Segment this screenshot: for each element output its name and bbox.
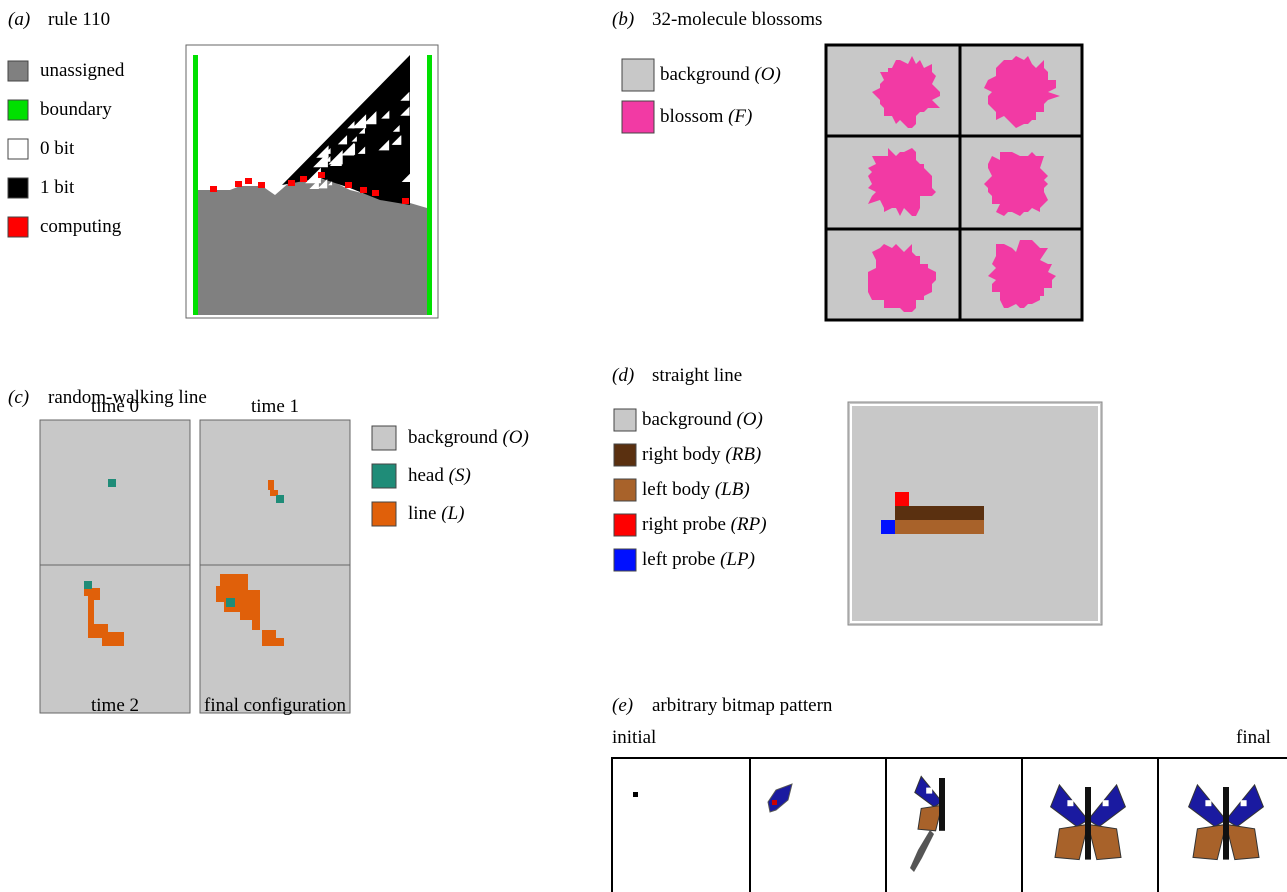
legend-symbol: (O) (502, 427, 528, 448)
shape (258, 182, 265, 188)
legend-name: head (408, 465, 444, 486)
shape (318, 172, 325, 178)
legend-entry: background (O) (408, 427, 529, 449)
legend-name: left probe (642, 549, 715, 570)
shape (939, 778, 945, 831)
shape (1067, 800, 1073, 806)
label: time 0 (40, 396, 190, 418)
label: (c) (8, 387, 29, 409)
legend-entry: head (S) (408, 465, 471, 487)
legend-symbol: (L) (441, 503, 464, 524)
legend-symbol: (S) (449, 465, 471, 486)
legend-name: computing (40, 216, 121, 237)
legend-name: boundary (40, 99, 112, 120)
label: arbitrary bitmap pattern (652, 695, 832, 717)
legend-entry: blossom (F) (660, 106, 752, 128)
legend-entry: right probe (RP) (642, 514, 767, 536)
shape (288, 180, 295, 186)
shape (1223, 787, 1229, 860)
legend-symbol: (RP) (731, 514, 767, 535)
label: straight line (652, 365, 742, 387)
legend-name: background (642, 409, 732, 430)
label: final configuration (200, 695, 350, 717)
label: (d) (612, 365, 634, 387)
label: time 2 (40, 695, 190, 717)
legend-entry: boundary (40, 99, 112, 121)
legend-name: 0 bit (40, 138, 74, 159)
legend-symbol: (LB) (715, 479, 750, 500)
shape (345, 182, 352, 188)
shape (372, 190, 379, 196)
legend-entry: left body (LB) (642, 479, 750, 501)
shape (360, 187, 367, 193)
legend-entry: background (O) (642, 409, 763, 431)
legend-name: background (660, 64, 750, 85)
label: time 1 (200, 396, 350, 418)
label: final (1236, 727, 1271, 749)
shape (235, 181, 242, 187)
legend-entry: line (L) (408, 503, 464, 525)
figure: (a)rule 110(b)32-molecule blossoms(c)ran… (0, 0, 1287, 892)
shape (245, 178, 252, 184)
shape (633, 792, 638, 797)
legend-symbol: (O) (736, 409, 762, 430)
legend-entry: 1 bit (40, 177, 74, 199)
shape (427, 55, 432, 315)
legend-symbol: (LP) (720, 549, 755, 570)
legend-name: background (408, 427, 498, 448)
shape (276, 495, 284, 503)
legend-symbol: (RB) (725, 444, 761, 465)
shape (402, 198, 409, 204)
shape (926, 788, 932, 794)
legend-name: 1 bit (40, 177, 74, 198)
shape (612, 758, 1287, 892)
legend-entry: computing (40, 216, 121, 238)
shape (772, 800, 777, 805)
label: initial (612, 727, 656, 749)
shape (1085, 787, 1091, 860)
label: (a) (8, 9, 30, 31)
label: rule 110 (48, 9, 110, 31)
label: (e) (612, 695, 633, 717)
legend-name: line (408, 503, 437, 524)
shape (193, 55, 198, 315)
shape (108, 479, 116, 487)
legend-name: right body (642, 444, 721, 465)
shape (1205, 800, 1211, 806)
legend-entry: 0 bit (40, 138, 74, 160)
legend-name: right probe (642, 514, 726, 535)
shape (300, 176, 307, 182)
label: (b) (612, 9, 634, 31)
legend-symbol: (O) (754, 64, 780, 85)
legend-name: blossom (660, 106, 723, 127)
label: 32-molecule blossoms (652, 9, 822, 31)
shape (210, 186, 217, 192)
legend-entry: left probe (LP) (642, 549, 755, 571)
shape (226, 598, 235, 607)
shape (40, 420, 190, 568)
legend-name: left body (642, 479, 710, 500)
shape (1241, 800, 1247, 806)
legend-entry: background (O) (660, 64, 781, 86)
legend-symbol: (F) (728, 106, 752, 127)
legend-entry: unassigned (40, 60, 124, 82)
shape (84, 581, 92, 589)
legend-entry: right body (RB) (642, 444, 761, 466)
shape (1103, 800, 1109, 806)
legend-name: unassigned (40, 60, 124, 81)
